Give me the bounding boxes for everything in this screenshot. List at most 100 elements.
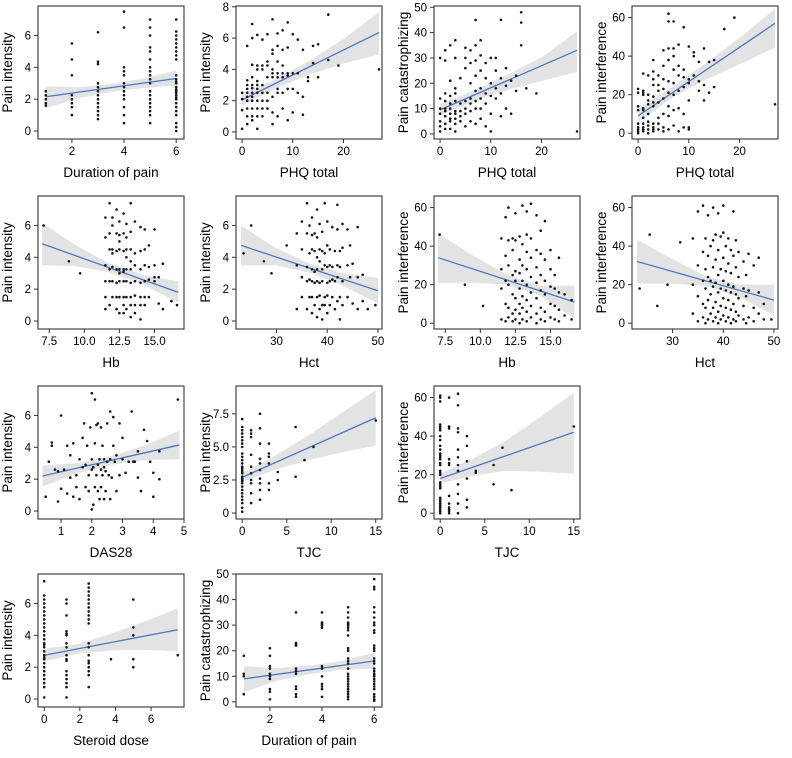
x-tick-label: 20 [337, 146, 350, 158]
regression-line [241, 417, 377, 478]
y-tick-label: 6 [25, 220, 31, 232]
scatter-panel-pain-intensity-vs-duration-of-pain: 2 4 6 0 2 4 6 Duration of pain Pain intensity [0, 0, 198, 188]
y-tick-label: 6 [223, 220, 229, 232]
scatter-panel-pain-intensity-vs-das28: 1 2 3 4 5 0 2 4 6 DAS28 Pain intensity [0, 380, 198, 568]
y-tick-label: 4 [25, 442, 32, 454]
y-tick-label: 2 [223, 96, 229, 108]
x-tick-label: 3 [119, 526, 125, 538]
y-axis-title: Pain intensity [198, 222, 213, 303]
scatter-chart: 0 2 4 6 0 2 4 6 Steroid dose Pain intensity [0, 573, 185, 748]
x-tick-label: 0 [437, 146, 443, 158]
confidence-band [45, 70, 177, 108]
x-tick-label: 15 [369, 526, 382, 538]
x-tick-label: 6 [148, 714, 154, 726]
y-tick-label: 6 [25, 598, 31, 610]
y-tick-label: 4 [25, 62, 32, 74]
y-axis-title: Pain catastrophizing [198, 580, 213, 702]
y-tick-label: 0 [25, 506, 31, 518]
plot-area [242, 577, 376, 702]
scatter-panel-pain-catastrophizing-vs-duration-of-pain: 2 4 6 0 10 20 30 40 50 Duration of pain Pain catas… [198, 568, 396, 756]
y-axis-title: Pain catastrophizing [396, 12, 411, 134]
data-points [636, 12, 777, 135]
x-tick-label: 4 [319, 714, 326, 726]
y-axis-title: Pain interference [594, 211, 609, 313]
x-tick-label: 1 [58, 526, 64, 538]
x-tick-label: 20 [535, 146, 548, 158]
data-points [240, 13, 381, 131]
scatter-chart: 0 10 20 0 20 40 60 PHQ total Pain interference [594, 5, 779, 180]
y-tick-label: 10 [414, 104, 427, 116]
plot-area [240, 12, 381, 131]
y-axis-title: Pain intensity [0, 412, 15, 493]
confidence-band [42, 223, 179, 303]
y-tick-label: 7.5 [213, 409, 229, 421]
confidence-band [637, 239, 774, 316]
x-tick-label: 50 [768, 336, 781, 348]
x-tick-label: 10 [484, 146, 497, 158]
y-tick-label: 2 [223, 284, 229, 296]
y-tick-label: 20 [414, 78, 427, 90]
scatter-chart: 1 2 3 4 5 0 2 4 6 DAS28 Pain intensity [0, 385, 187, 560]
confidence-band [638, 8, 775, 123]
y-tick-label: 60 [612, 203, 625, 215]
y-tick-label: 0 [223, 316, 229, 328]
x-axis-title: TJC [495, 545, 520, 560]
plot-border [235, 385, 383, 520]
plot-area [240, 201, 379, 321]
y-tick-label: 50 [216, 569, 229, 581]
y-tick-label: 6 [25, 30, 31, 42]
x-tick-label: 40 [321, 336, 334, 348]
y-tick-label: 60 [612, 13, 625, 25]
scatter-chart: 30 40 50 0 2 4 6 Hct Pain intensity [198, 195, 384, 370]
x-tick-label: 4 [121, 146, 128, 158]
y-tick-label: 40 [216, 595, 229, 607]
y-tick-label: 0 [223, 697, 229, 709]
regression-line [439, 49, 578, 111]
y-tick-label: 30 [414, 53, 427, 65]
x-tick-label: 10 [325, 526, 338, 538]
regression-line [45, 77, 177, 98]
y-tick-label: 40 [414, 28, 427, 40]
data-points [240, 412, 378, 513]
y-axis-title: Pain intensity [198, 412, 213, 493]
plot-border [433, 5, 581, 140]
y-tick-label: 40 [612, 241, 625, 253]
regression-line [636, 260, 775, 301]
x-tick-label: 7.5 [41, 336, 57, 348]
y-tick-label: 4 [25, 252, 32, 264]
x-tick-label: 40 [717, 336, 730, 348]
x-tick-label: 10 [523, 526, 536, 538]
y-tick-label: 20 [216, 646, 229, 658]
x-tick-label: 30 [666, 336, 679, 348]
y-tick-label: 0 [223, 508, 229, 520]
scatter-panel-pain-interference-vs-hct: 30 40 50 0 20 40 60 Hct Pain interference [594, 190, 792, 378]
y-axis-title: Pain intensity [198, 32, 213, 113]
plot-area [41, 201, 179, 321]
x-tick-label: 2 [89, 526, 95, 538]
y-tick-label: 0 [25, 126, 31, 138]
scatter-panel-pain-intensity-vs-tjc: 0 5 10 15 0 2.5 5.0 7.5 TJC Pain intensity [198, 380, 396, 568]
scatter-panel-pain-catastrophizing-vs-phq-total: 0 10 20 0 10 20 30 40 50 PHQ total Pain catastroph… [396, 0, 594, 188]
x-axis-title: PHQ total [676, 165, 735, 180]
y-tick-label: 50 [414, 2, 427, 14]
scatter-panel-pain-interference-vs-hb: 7.5 10.0 12.5 15.0 0 20 40 60 Hb Pain interferenc… [396, 190, 594, 378]
regression-line [241, 32, 380, 101]
scatter-chart: 2 4 6 0 10 20 30 40 50 Duration of pain Pain catas… [198, 569, 383, 748]
y-tick-label: 40 [612, 51, 625, 63]
y-tick-label: 0 [619, 128, 625, 140]
data-points [438, 202, 573, 325]
x-axis-title: PHQ total [280, 165, 339, 180]
plot-border [631, 195, 779, 330]
scatter-chart: 0 5 10 15 0 20 40 60 TJC Pain interference [396, 385, 581, 560]
x-axis-title: Hct [299, 355, 319, 370]
x-tick-label: 15.0 [539, 336, 561, 348]
y-tick-label: 40 [414, 241, 427, 253]
x-tick-label: 0 [239, 146, 245, 158]
data-points [242, 201, 377, 321]
confidence-band [243, 652, 375, 693]
y-tick-label: 2 [25, 662, 31, 674]
x-tick-label: 2 [69, 146, 75, 158]
y-axis-title: Pain interference [594, 21, 609, 123]
regression-line [42, 444, 180, 477]
